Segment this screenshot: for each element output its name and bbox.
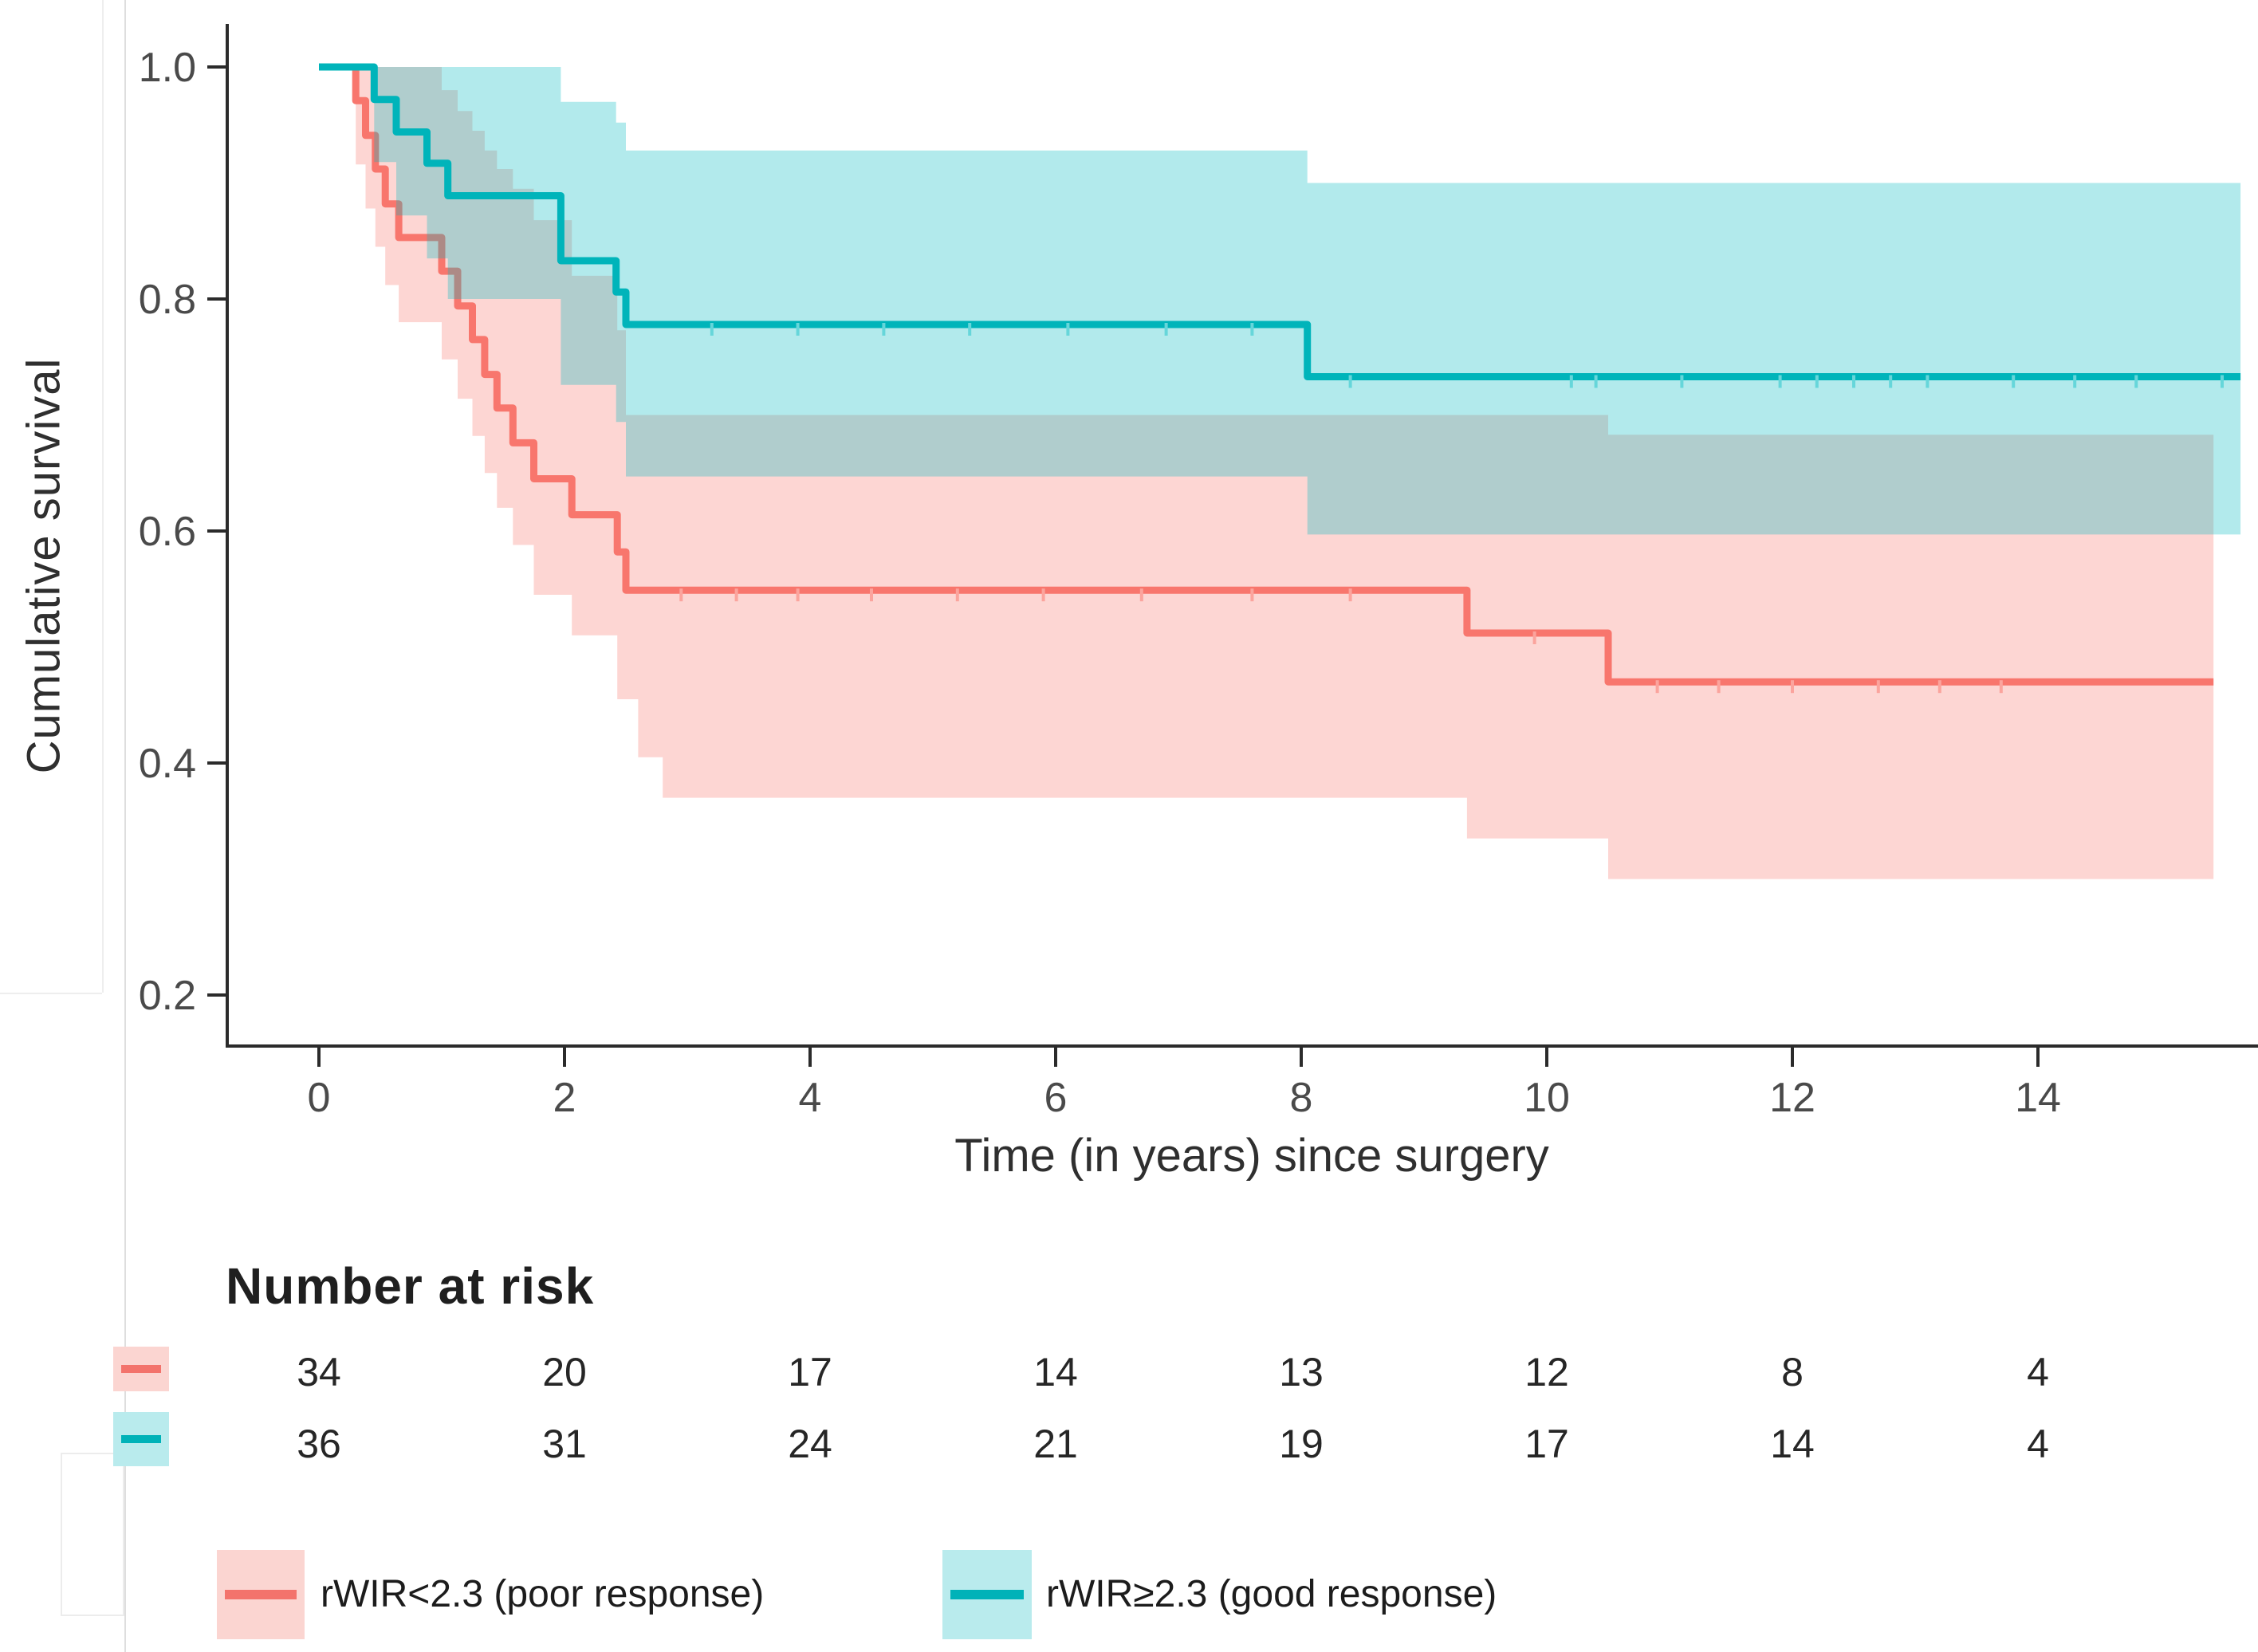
risk-row-key-good xyxy=(113,1412,169,1466)
censor-tick-good xyxy=(1852,375,1855,388)
risk-table-title: Number at risk xyxy=(226,1257,595,1315)
panel-border-artifact xyxy=(102,0,104,993)
risk-count: 31 xyxy=(542,1422,587,1466)
censor-tick-poor xyxy=(1717,680,1721,694)
confidence-band-good xyxy=(319,67,2241,535)
risk-count: 24 xyxy=(788,1422,832,1466)
risk-row-good: 36 31 24 21 19 17 14 4 xyxy=(0,1421,2258,1477)
risk-row-poor: 34 20 17 14 13 12 8 4 xyxy=(0,1349,2258,1405)
censor-tick-good xyxy=(2073,375,2077,388)
legend-swatch-good xyxy=(942,1550,1032,1639)
panel-border-artifact xyxy=(61,1453,124,1616)
risk-count: 19 xyxy=(1279,1422,1324,1466)
censor-tick-poor xyxy=(796,588,800,602)
censor-tick-poor xyxy=(679,588,683,602)
legend-label-good: rWIR≥2.3 (good response) xyxy=(1046,1573,1497,1615)
y-tick-label: 0.4 xyxy=(139,741,196,787)
censor-tick-poor xyxy=(1041,588,1045,602)
panel-border-artifact xyxy=(124,0,126,1652)
poor-response-line-key-icon xyxy=(121,1365,161,1373)
censor-tick-good xyxy=(1348,375,1352,388)
risk-count: 4 xyxy=(2027,1350,2049,1394)
censor-tick-good xyxy=(1889,375,1893,388)
risk-count: 14 xyxy=(1770,1422,1815,1466)
risk-count: 4 xyxy=(2027,1422,2049,1466)
y-tick-label: 1.0 xyxy=(139,45,196,91)
good-response-line-key-icon xyxy=(121,1435,161,1443)
y-tick-label: 0.2 xyxy=(139,973,196,1019)
censor-tick-good xyxy=(2221,375,2224,388)
censor-tick-poor xyxy=(1532,631,1536,644)
censor-tick-good xyxy=(710,323,714,336)
censor-tick-good xyxy=(1569,375,1573,388)
censor-tick-good xyxy=(882,323,886,336)
censor-tick-good xyxy=(1250,323,1254,336)
risk-count: 13 xyxy=(1279,1350,1324,1394)
censor-tick-poor xyxy=(870,588,873,602)
risk-count: 20 xyxy=(542,1350,587,1394)
censor-tick-good xyxy=(1066,323,1070,336)
censor-tick-good xyxy=(2012,375,2016,388)
censor-tick-good xyxy=(1778,375,1782,388)
censor-tick-poor xyxy=(1937,680,1941,694)
censor-tick-poor xyxy=(1876,680,1880,694)
censor-tick-poor xyxy=(955,588,959,602)
risk-count: 8 xyxy=(1781,1350,1804,1394)
y-tick-label: 0.6 xyxy=(139,509,196,555)
good-response-line-icon xyxy=(950,1590,1024,1599)
risk-count: 21 xyxy=(1033,1422,1078,1466)
risk-count: 17 xyxy=(1524,1422,1569,1466)
x-tick-label: 6 xyxy=(1044,1075,1068,1121)
poor-response-line-icon xyxy=(225,1590,297,1599)
x-tick-label: 2 xyxy=(553,1075,576,1121)
censor-tick-good xyxy=(2134,375,2138,388)
censor-tick-poor xyxy=(1348,588,1352,602)
risk-row-key-poor xyxy=(113,1347,169,1391)
km-survival-plot: 1.0 0.8 0.6 0.4 0.2 0 2 4 6 8 10 12 14 xyxy=(139,24,2258,1121)
censor-tick-poor xyxy=(1250,588,1254,602)
confidence-band-poor xyxy=(319,67,2214,879)
censor-tick-poor xyxy=(1139,588,1143,602)
censor-tick-poor xyxy=(1999,680,2003,694)
x-tick-label: 0 xyxy=(308,1075,331,1121)
x-tick-label: 12 xyxy=(1769,1075,1815,1121)
survival-curve-poor xyxy=(319,63,2214,686)
x-tick-label: 8 xyxy=(1290,1075,1313,1121)
censor-tick-good xyxy=(1815,375,1819,388)
y-axis-title: Cumulative survival xyxy=(18,357,70,774)
risk-count: 36 xyxy=(297,1422,341,1466)
censor-tick-good xyxy=(1594,375,1598,388)
x-tick-label: 4 xyxy=(799,1075,822,1121)
x-axis-title: Time (in years) since surgery xyxy=(954,1130,1549,1182)
legend-label-poor: rWIR<2.3 (poor response) xyxy=(321,1573,765,1615)
risk-count: 14 xyxy=(1033,1350,1078,1394)
legend-swatch-poor xyxy=(217,1550,305,1639)
censor-tick-good xyxy=(968,323,972,336)
censor-tick-poor xyxy=(734,588,738,602)
censor-tick-good xyxy=(1164,323,1168,336)
survival-curve-good xyxy=(319,63,2241,380)
risk-count: 17 xyxy=(788,1350,832,1394)
censor-tick-poor xyxy=(1655,680,1659,694)
y-tick-label: 0.8 xyxy=(139,277,196,323)
risk-count: 12 xyxy=(1524,1350,1569,1394)
x-tick-label: 10 xyxy=(1524,1075,1570,1121)
risk-count: 34 xyxy=(297,1350,341,1394)
x-tick-label: 14 xyxy=(2015,1075,2061,1121)
censor-tick-good xyxy=(1680,375,1684,388)
censor-tick-good xyxy=(796,323,800,336)
censor-tick-good xyxy=(1926,375,1930,388)
panel-border-artifact xyxy=(0,993,102,994)
censor-tick-poor xyxy=(1791,680,1794,694)
